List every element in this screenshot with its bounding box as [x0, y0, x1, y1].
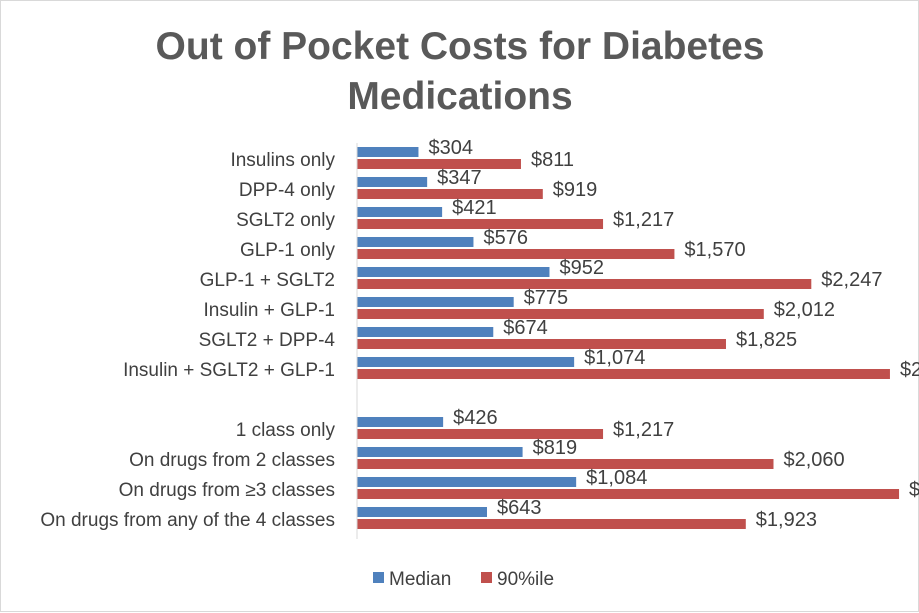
data-label-median-dpp-4-only: $347 — [437, 167, 482, 189]
bar-90-ile-insulin-glp-1 — [357, 309, 764, 319]
y-axis-tick-labels: Insulins only DPP-4 only SGLT2 only GLP-1 o… — [40, 150, 335, 531]
category-label-sglt2-only: SGLT2 only — [236, 210, 335, 231]
data-label-90-ile-dpp-4-only: $919 — [553, 179, 598, 201]
data-label-median-insulin-glp-1: $775 — [524, 287, 569, 309]
category-label-on-drugs-from-2-classes: On drugs from 2 classes — [129, 450, 335, 471]
category-label-insulin-sglt2-glp-1: Insulin + SGLT2 + GLP-1 — [123, 360, 335, 381]
data-label-median-insulins-only: $304 — [428, 137, 473, 159]
category-label-on-drugs-from-any-of-the-4-classes: On drugs from any of the 4 classes — [40, 510, 335, 531]
chart-title: Out of Pocket Costs for Diabetes Medicat… — [156, 25, 765, 118]
data-label-median-insulin-sglt2-glp-1: $1,074 — [584, 347, 645, 369]
bar-90-ile-glp-1-only — [357, 249, 675, 259]
data-label-median-on-drugs-from-2-classes: $819 — [533, 437, 578, 459]
data-label-90-ile-on-drugs-from-any-of-the-4-classes: $1,923 — [756, 509, 817, 531]
bar-90-ile-1-class-only — [357, 429, 604, 439]
bar-90-ile-insulins-only — [357, 159, 521, 169]
legend-swatch-90-ile — [481, 572, 492, 583]
bar-median-insulins-only — [357, 147, 419, 157]
bar-median-sglt2-dpp-4 — [357, 327, 494, 337]
data-label-90-ile-insulin-glp-1: $2,012 — [774, 299, 835, 321]
data-label-90-ile-on-drugs-from-2-classes: $2,060 — [783, 449, 844, 471]
bar-median-on-drugs-from-3-classes — [357, 477, 577, 487]
legend-label-median: Median — [389, 569, 451, 590]
data-label-median-on-drugs-from-3-classes: $1,084 — [586, 467, 647, 489]
bar-median-insulin-glp-1 — [357, 297, 514, 307]
chart-title-line-2: Medications — [347, 75, 572, 118]
data-label-90-ile-glp-1-sglt2: $2,247 — [821, 269, 882, 291]
bar-median-1-class-only — [357, 417, 444, 427]
data-label-median-sglt2-only: $421 — [452, 197, 497, 219]
data-label-90-ile-on-drugs-from-3-classes: $2,681 — [909, 479, 919, 501]
data-label-90-ile-insulin-sglt2-glp-1: $2,636 — [900, 359, 919, 381]
data-labels: $304 $811 $347 $919 $421 $1,217 $576 $1,570 $952… — [428, 137, 919, 531]
data-label-90-ile-sglt2-only: $1,217 — [613, 209, 674, 231]
bar-90-ile-sglt2-only — [357, 219, 604, 229]
category-label-insulin-glp-1: Insulin + GLP-1 — [204, 300, 336, 321]
bar-90-ile-insulin-sglt2-glp-1 — [357, 369, 890, 379]
bar-median-on-drugs-from-any-of-the-4-classes — [357, 507, 488, 517]
category-label-dpp-4-only: DPP-4 only — [239, 180, 336, 201]
data-label-median-glp-1-only: $576 — [483, 227, 528, 249]
bar-90-ile-on-drugs-from-3-classes — [357, 489, 900, 499]
category-label-glp-1-sglt2: GLP-1 + SGLT2 — [200, 270, 335, 291]
bar-90-ile-dpp-4-only — [357, 189, 543, 199]
category-label-1-class-only: 1 class only — [236, 420, 336, 441]
data-label-median-on-drugs-from-any-of-the-4-classes: $643 — [497, 497, 542, 519]
legend-label-90-ile: 90%ile — [497, 569, 554, 590]
category-label-glp-1-only: GLP-1 only — [240, 240, 336, 261]
chart-title-line-1: Out of Pocket Costs for Diabetes — [156, 25, 765, 68]
data-label-median-sglt2-dpp-4: $674 — [503, 317, 547, 339]
data-label-median-1-class-only: $426 — [453, 407, 498, 429]
category-label-on-drugs-from-3-classes: On drugs from ≥3 classes — [119, 480, 335, 501]
bar-90-ile-sglt2-dpp-4 — [357, 339, 726, 349]
category-label-insulins-only: Insulins only — [230, 150, 335, 171]
bar-90-ile-glp-1-sglt2 — [357, 279, 812, 289]
data-label-90-ile-glp-1-only: $1,570 — [684, 239, 745, 261]
bar-median-sglt2-only — [357, 207, 443, 217]
legend: Median 90%ile — [373, 569, 554, 590]
data-label-90-ile-sglt2-dpp-4: $1,825 — [736, 329, 797, 351]
bar-90-ile-on-drugs-from-2-classes — [357, 459, 774, 469]
data-label-median-glp-1-sglt2: $952 — [559, 257, 604, 279]
category-label-sglt2-dpp-4: SGLT2 + DPP-4 — [199, 330, 336, 351]
bar-series — [357, 147, 900, 529]
bar-median-glp-1-sglt2 — [357, 267, 550, 277]
bar-median-on-drugs-from-2-classes — [357, 447, 523, 457]
bar-median-dpp-4-only — [357, 177, 428, 187]
data-label-90-ile-insulins-only: $811 — [531, 149, 574, 171]
bar-median-insulin-sglt2-glp-1 — [357, 357, 575, 367]
legend-swatch-median — [373, 572, 384, 583]
data-label-90-ile-1-class-only: $1,217 — [613, 419, 674, 441]
bar-90-ile-on-drugs-from-any-of-the-4-classes — [357, 519, 746, 529]
bar-median-glp-1-only — [357, 237, 474, 247]
